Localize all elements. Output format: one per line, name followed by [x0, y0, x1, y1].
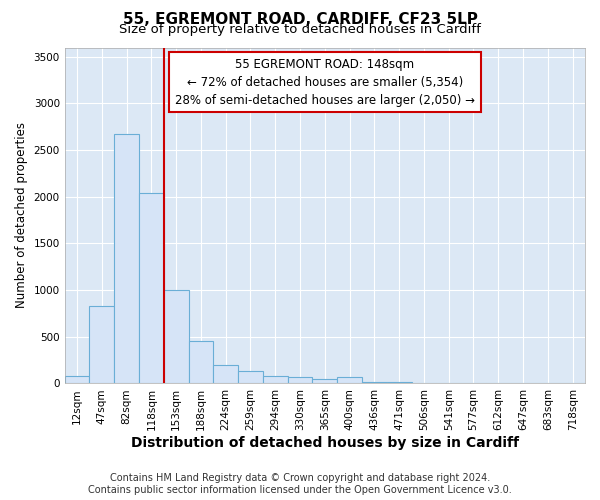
Bar [214, 365, 238, 384]
Text: Size of property relative to detached houses in Cardiff: Size of property relative to detached ho… [119, 22, 481, 36]
Bar [387, 382, 412, 384]
Bar [313, 379, 337, 384]
X-axis label: Distribution of detached houses by size in Cardiff: Distribution of detached houses by size … [131, 436, 519, 450]
Bar [89, 306, 114, 384]
Bar [114, 134, 139, 384]
Text: Contains HM Land Registry data © Crown copyright and database right 2024.
Contai: Contains HM Land Registry data © Crown c… [88, 474, 512, 495]
Bar [412, 382, 436, 384]
Bar [436, 382, 461, 384]
Bar [238, 372, 263, 384]
Bar [65, 376, 89, 384]
Y-axis label: Number of detached properties: Number of detached properties [15, 122, 28, 308]
Bar [287, 378, 313, 384]
Bar [337, 377, 362, 384]
Bar [263, 376, 287, 384]
Bar [139, 193, 164, 384]
Bar [164, 290, 188, 384]
Bar [188, 342, 214, 384]
Text: 55 EGREMONT ROAD: 148sqm
← 72% of detached houses are smaller (5,354)
28% of sem: 55 EGREMONT ROAD: 148sqm ← 72% of detach… [175, 58, 475, 106]
Text: 55, EGREMONT ROAD, CARDIFF, CF23 5LP: 55, EGREMONT ROAD, CARDIFF, CF23 5LP [122, 12, 478, 28]
Bar [362, 382, 387, 384]
